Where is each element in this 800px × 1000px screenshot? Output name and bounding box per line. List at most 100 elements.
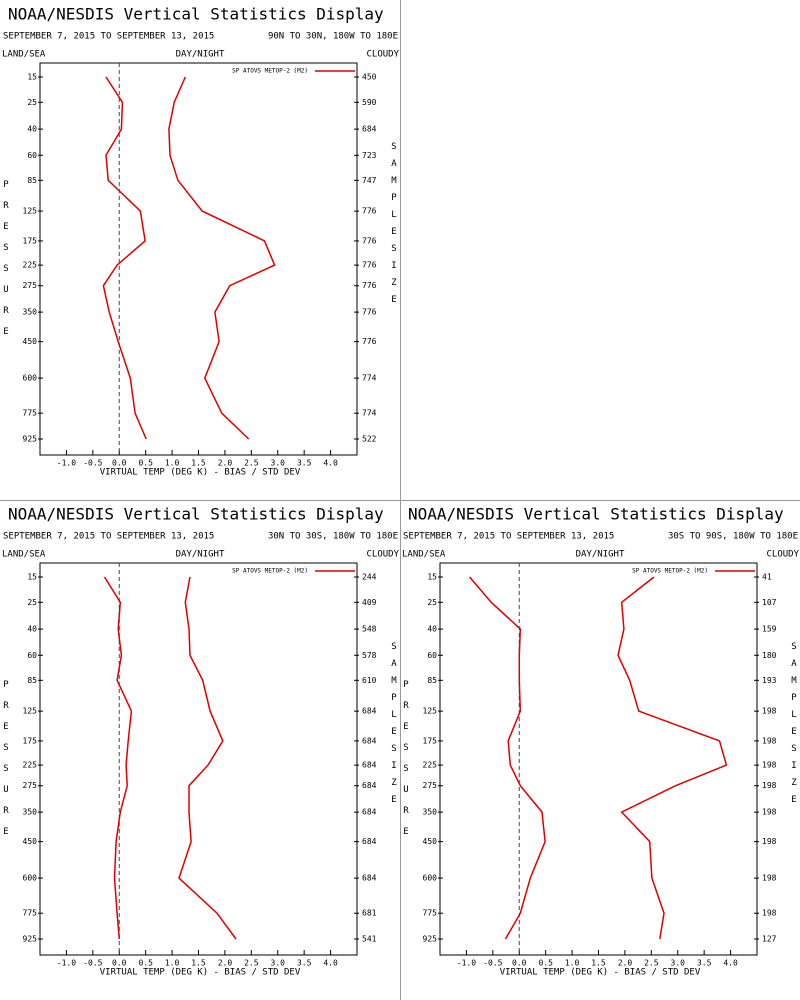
x-tick-label: 3.5	[297, 959, 312, 968]
x-tick-label: -0.5	[83, 459, 102, 468]
x-tick-label: 1.0	[565, 959, 580, 968]
profile-line	[103, 576, 133, 940]
plot-frame	[439, 562, 758, 956]
panel: NOAA/NESDIS Vertical Statistics Display S…	[400, 500, 800, 1000]
y-tick-label: 15	[427, 573, 437, 582]
y-tick-label: 40	[427, 625, 437, 634]
sample-size-label: 681	[362, 909, 377, 918]
x-axis-label: VIRTUAL TEMP (DEG K) - BIAS / STD DEV	[500, 968, 701, 978]
x-tick-label: 4.0	[323, 959, 338, 968]
legend-label: SP ATOVS METOP-2 (M2)	[632, 568, 708, 575]
y-tick-label: 85	[27, 176, 37, 185]
y-tick-label: 225	[23, 761, 38, 770]
chart: NOAA/NESDIS Vertical Statistics Display S…	[402, 505, 800, 978]
x-tick-label: 2.5	[644, 959, 659, 968]
y-tick-label: 125	[23, 707, 38, 716]
day-night-label: DAY/NIGHT	[176, 550, 225, 560]
y-tick-label: 775	[23, 409, 38, 418]
y-tick-label: 25	[427, 598, 437, 607]
y-tick-label: 450	[23, 337, 38, 346]
y-tick-label: 25	[27, 98, 37, 107]
panel: NOAA/NESDIS Vertical Statistics Display S…	[0, 0, 400, 500]
chart: NOAA/NESDIS Vertical Statistics Display S…	[2, 505, 400, 978]
sample-size-label: 684	[362, 808, 377, 817]
sample-size-label: 774	[362, 409, 377, 418]
y-tick-label: 925	[23, 435, 38, 444]
x-tick-label: 3.5	[297, 459, 312, 468]
y-tick-label: 225	[423, 761, 438, 770]
legend-label: SP ATOVS METOP-2 (M2)	[232, 68, 308, 75]
y-tick-label: 350	[423, 808, 438, 817]
subtitle: SEPTEMBER 7, 2015 TO SEPTEMBER 13, 2015	[3, 32, 214, 42]
sample-size-label: 127	[762, 935, 777, 944]
region: 30N TO 30S, 180W TO 180E	[268, 532, 398, 542]
sample-size-label: 590	[362, 98, 377, 107]
sample-size-label: 159	[762, 625, 777, 634]
y-tick-label: 450	[423, 837, 438, 846]
day-night-label: DAY/NIGHT	[576, 550, 625, 560]
profile-line	[469, 576, 546, 940]
y-tick-label: 225	[23, 261, 38, 270]
land-sea-label: LAND/SEA	[2, 50, 46, 60]
y-axis-label: PRESSURE	[3, 180, 9, 337]
x-tick-label: 1.5	[191, 459, 206, 468]
y-axis-label: PRESSURE	[3, 680, 9, 837]
y2-axis-label: SAMPLE SIZE	[391, 142, 397, 305]
day-night-label: DAY/NIGHT	[176, 50, 225, 60]
x-tick-label: 2.5	[244, 959, 259, 968]
sample-size-label: 198	[762, 781, 777, 790]
sample-size-label: 198	[762, 837, 777, 846]
sample-size-label: 684	[362, 874, 377, 883]
x-tick-label: -1.0	[457, 959, 476, 968]
y-tick-label: 85	[27, 676, 37, 685]
sample-size-label: 548	[362, 625, 377, 634]
region: 30S TO 90S, 180W TO 180E	[668, 532, 798, 542]
y-tick-label: 60	[427, 651, 437, 660]
y-tick-label: 775	[23, 909, 38, 918]
profile-line	[102, 76, 147, 440]
sample-size-label: 198	[762, 808, 777, 817]
y-tick-label: 60	[27, 151, 37, 160]
sample-size-label: 776	[362, 308, 377, 317]
sample-size-label: 244	[362, 573, 377, 582]
title: NOAA/NESDIS Vertical Statistics Display	[408, 505, 784, 524]
x-tick-label: 2.5	[244, 459, 259, 468]
sample-size-label: 776	[362, 281, 377, 290]
sample-size-label: 198	[762, 761, 777, 770]
sample-size-label: 409	[362, 598, 377, 607]
x-tick-label: 0.0	[512, 959, 527, 968]
x-tick-label: 3.0	[271, 459, 286, 468]
y-tick-label: 275	[23, 781, 38, 790]
y-tick-label: 350	[23, 808, 38, 817]
x-tick-label: 2.0	[218, 959, 233, 968]
y-tick-label: 125	[23, 207, 38, 216]
sample-size-label: 684	[362, 125, 377, 134]
sample-size-label: 723	[362, 151, 377, 160]
sample-size-label: 610	[362, 676, 377, 685]
title: NOAA/NESDIS Vertical Statistics Display	[8, 5, 384, 24]
y-tick-label: 775	[423, 909, 438, 918]
x-tick-label: 3.5	[697, 959, 712, 968]
x-tick-label: -1.0	[57, 959, 76, 968]
x-tick-label: 1.0	[165, 959, 180, 968]
profile-line	[178, 576, 237, 940]
x-tick-label: 0.0	[112, 959, 127, 968]
y-tick-label: 450	[23, 837, 38, 846]
sample-size-label: 684	[362, 837, 377, 846]
sample-size-label: 522	[362, 435, 377, 444]
x-tick-label: 0.5	[138, 459, 153, 468]
y-tick-label: 125	[423, 707, 438, 716]
sample-size-label: 578	[362, 651, 377, 660]
x-axis-label: VIRTUAL TEMP (DEG K) - BIAS / STD DEV	[100, 968, 301, 978]
x-tick-label: -1.0	[57, 459, 76, 468]
y-tick-label: 275	[423, 781, 438, 790]
plot-frame	[39, 62, 358, 456]
x-tick-label: -0.5	[483, 959, 502, 968]
y-tick-label: 175	[23, 736, 38, 745]
cloud-label: CLOUDY	[766, 550, 799, 560]
sample-size-label: 198	[762, 909, 777, 918]
sample-size-label: 776	[362, 261, 377, 270]
y2-axis-label: SAMPLE SIZE	[391, 642, 397, 805]
profile-line	[617, 576, 728, 940]
sample-size-label: 198	[762, 736, 777, 745]
